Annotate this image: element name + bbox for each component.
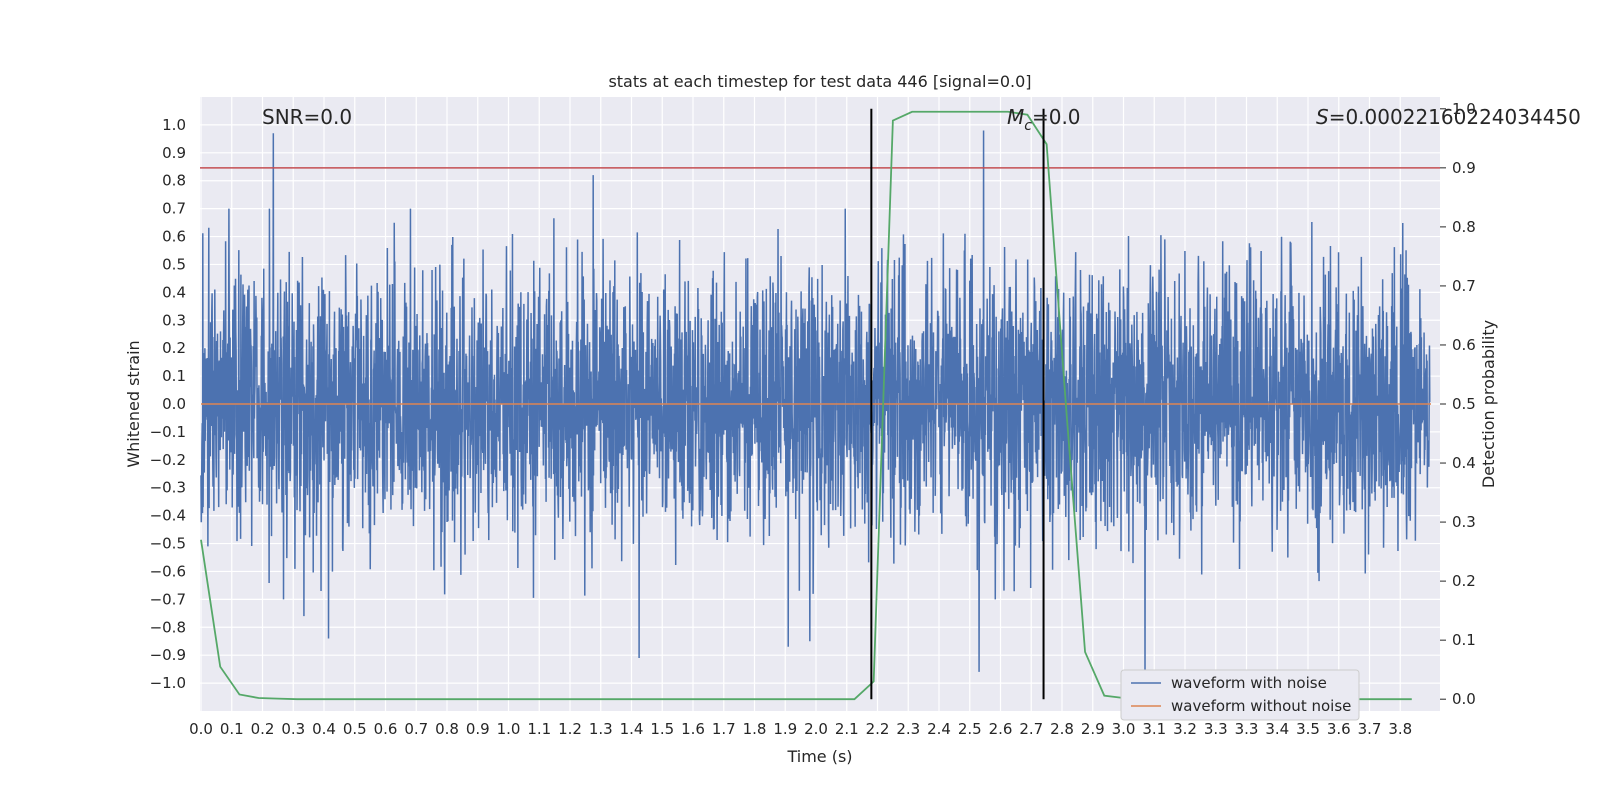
x-tick-label: 0.2 — [251, 720, 275, 738]
y-right-tick-label: 0.4 — [1452, 454, 1476, 472]
x-tick-label: 2.5 — [958, 720, 982, 738]
x-tick-label: 1.0 — [497, 720, 521, 738]
y-right-tick-label: 0.1 — [1452, 631, 1476, 649]
s-statistic-value: =0.00022160224034450 — [1329, 105, 1581, 129]
y-right-tick-label: 0.7 — [1452, 277, 1476, 295]
x-tick-label: 2.9 — [1081, 720, 1105, 738]
x-tick-label: 0.5 — [343, 720, 367, 738]
y-right-tick-label: 0.5 — [1452, 395, 1476, 413]
y-tick-label: −0.2 — [150, 451, 186, 469]
x-tick-label: 0.4 — [312, 720, 336, 738]
chirp-mass-value: =0.0 — [1032, 105, 1081, 129]
x-tick-label: 2.7 — [1019, 720, 1043, 738]
y-tick-label: −0.3 — [150, 479, 186, 497]
x-tick-label: 3.2 — [1173, 720, 1197, 738]
x-tick-label: 0.8 — [435, 720, 459, 738]
snr-annotation: SNR=0.0 — [262, 105, 352, 129]
x-tick-label: 3.6 — [1327, 720, 1351, 738]
y-tick-label: 0.4 — [162, 283, 186, 301]
y-tick-label: −0.6 — [150, 562, 186, 580]
chirp-mass-annotation: Mc=0.0 — [1007, 105, 1081, 134]
plot-content — [200, 108, 1440, 701]
x-tick-label: 2.1 — [835, 720, 859, 738]
x-tick-label: 0.7 — [404, 720, 428, 738]
x-tick-label: 3.8 — [1388, 720, 1412, 738]
x-tick-label: 0.9 — [466, 720, 490, 738]
x-tick-label: 1.1 — [527, 720, 551, 738]
x-tick-label: 0.0 — [189, 720, 213, 738]
y-axis-right-ticks: 1.0 0.9 0.8 0.7 0.6 0.5 0.4 0.3 0.2 0.1 0.0 — [1440, 100, 1476, 708]
y-tick-label: 0.0 — [162, 395, 186, 413]
x-tick-label: 2.6 — [989, 720, 1013, 738]
x-tick-label: 1.4 — [620, 720, 644, 738]
x-tick-label: 0.1 — [220, 720, 244, 738]
x-tick-label: 3.1 — [1142, 720, 1166, 738]
y-right-tick-label: 0.0 — [1452, 690, 1476, 708]
x-tick-label: 3.5 — [1296, 720, 1320, 738]
y-tick-label: −0.4 — [150, 507, 186, 525]
x-tick-label: 3.3 — [1235, 720, 1259, 738]
y-tick-label: 0.6 — [162, 228, 186, 246]
chirp-mass-symbol: M — [1007, 105, 1024, 129]
event-bounds — [870, 108, 1045, 700]
x-tick-label: 0.3 — [281, 720, 305, 738]
chirp-mass-subscript: c — [1024, 118, 1032, 134]
x-tick-label: 1.2 — [558, 720, 582, 738]
x-tick-label: 3.0 — [1112, 720, 1136, 738]
legend: waveform with noise waveform without noi… — [1120, 669, 1360, 721]
legend-box — [1120, 669, 1360, 721]
y-tick-label: −0.8 — [150, 618, 186, 636]
s-statistic-symbol: S — [1316, 105, 1329, 129]
y-tick-label: 0.3 — [162, 311, 186, 329]
y-tick-label: −1.0 — [150, 674, 186, 692]
x-tick-label: 2.8 — [1050, 720, 1074, 738]
y-axis-label: Whitened strain — [124, 340, 143, 467]
x-tick-label: 1.6 — [681, 720, 705, 738]
y-right-tick-label: 0.2 — [1452, 572, 1476, 590]
x-tick-label: 3.3 — [1204, 720, 1228, 738]
y-tick-label: 0.7 — [162, 200, 186, 218]
x-tick-label: 2.3 — [896, 720, 920, 738]
x-tick-label: 1.7 — [712, 720, 736, 738]
legend-label-waveform-with-noise: waveform with noise — [1171, 674, 1327, 692]
y-tick-label: −0.5 — [150, 535, 186, 553]
y-right-tick-label: 0.8 — [1452, 218, 1476, 236]
y-axis-right-label: Detection probability — [1479, 320, 1498, 488]
y-tick-label: 1.0 — [162, 116, 186, 134]
x-tick-label: 2.4 — [927, 720, 951, 738]
y-right-tick-label: 0.6 — [1452, 336, 1476, 354]
series-detection-probability — [200, 110, 1412, 701]
x-tick-label: 3.7 — [1358, 720, 1382, 738]
s-statistic-annotation: S=0.00022160224034450 — [1316, 105, 1581, 129]
y-tick-label: 0.9 — [162, 144, 186, 162]
y-axis-ticks: 1.0 0.9 0.8 0.7 0.6 0.5 0.4 0.3 0.2 0.1 0.0 −0.1 −0.… — [150, 116, 186, 692]
x-tick-label: 1.5 — [650, 720, 674, 738]
x-tick-label: 2.2 — [866, 720, 890, 738]
x-tick-label: 3.4 — [1265, 720, 1289, 738]
y-tick-label: 0.8 — [162, 172, 186, 190]
x-axis-ticks: 0.0 0.1 0.2 0.3 0.4 0.5 0.6 0.7 0.8 0.9 1.0 1.1 1.2 1… — [189, 720, 1412, 738]
y-tick-label: −0.1 — [150, 423, 186, 441]
y-tick-label: −0.9 — [150, 646, 186, 664]
x-tick-label: 2.0 — [804, 720, 828, 738]
y-tick-label: −0.7 — [150, 590, 186, 608]
legend-label-waveform-without-noise: waveform without noise — [1171, 697, 1351, 715]
x-tick-label: 1.9 — [773, 720, 797, 738]
chart-title: stats at each timestep for test data 446… — [608, 72, 1031, 91]
x-tick-label: 1.3 — [589, 720, 613, 738]
y-right-tick-label: 0.3 — [1452, 513, 1476, 531]
y-right-tick-label: 0.9 — [1452, 159, 1476, 177]
x-tick-label: 1.8 — [743, 720, 767, 738]
y-right-tick-label: 1.0 — [1452, 100, 1476, 118]
series-waveform-with-noise — [200, 130, 1431, 684]
y-tick-label: 0.2 — [162, 339, 186, 357]
x-axis-label: Time (s) — [786, 747, 852, 766]
y-tick-label: 0.5 — [162, 255, 186, 273]
y-tick-label: 0.1 — [162, 367, 186, 385]
x-tick-label: 0.6 — [374, 720, 398, 738]
